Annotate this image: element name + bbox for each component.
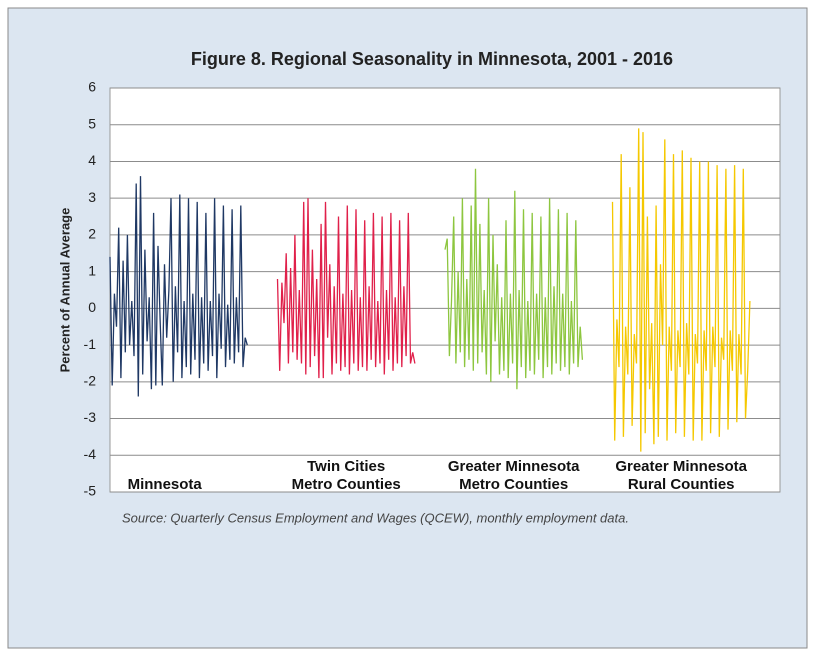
y-tick-label: 1 (88, 262, 96, 278)
y-tick-label: -4 (84, 446, 97, 462)
y-tick-label: 0 (88, 299, 96, 315)
y-tick-label: 2 (88, 226, 96, 242)
y-axis-label: Percent of Annual Average (57, 208, 72, 373)
y-tick-label: -2 (84, 373, 97, 389)
y-tick-label: 6 (88, 79, 96, 95)
series-line (611, 128, 751, 452)
y-tick-label: 3 (88, 189, 96, 205)
series-label: Greater Minnesota Rural Counties (615, 458, 748, 493)
y-tick-label: -3 (84, 409, 97, 425)
y-tick-label: 4 (88, 152, 96, 168)
y-tick-label: -1 (84, 336, 97, 352)
y-tick-label: 5 (88, 115, 96, 131)
y-tick-label: -5 (84, 483, 97, 499)
series-label: Greater Minnesota Metro Counties (447, 458, 580, 493)
series-line (109, 176, 248, 397)
plot-area (109, 87, 781, 493)
source-note: Source: Quarterly Census Employment and … (122, 510, 629, 525)
series-line (276, 198, 416, 379)
chart-title: Figure 8. Regional Seasonality in Minnes… (191, 49, 673, 69)
series-label: Minnesota (127, 476, 202, 493)
series-label: Twin Cities Metro Counties (291, 458, 401, 493)
series-line (444, 168, 584, 390)
